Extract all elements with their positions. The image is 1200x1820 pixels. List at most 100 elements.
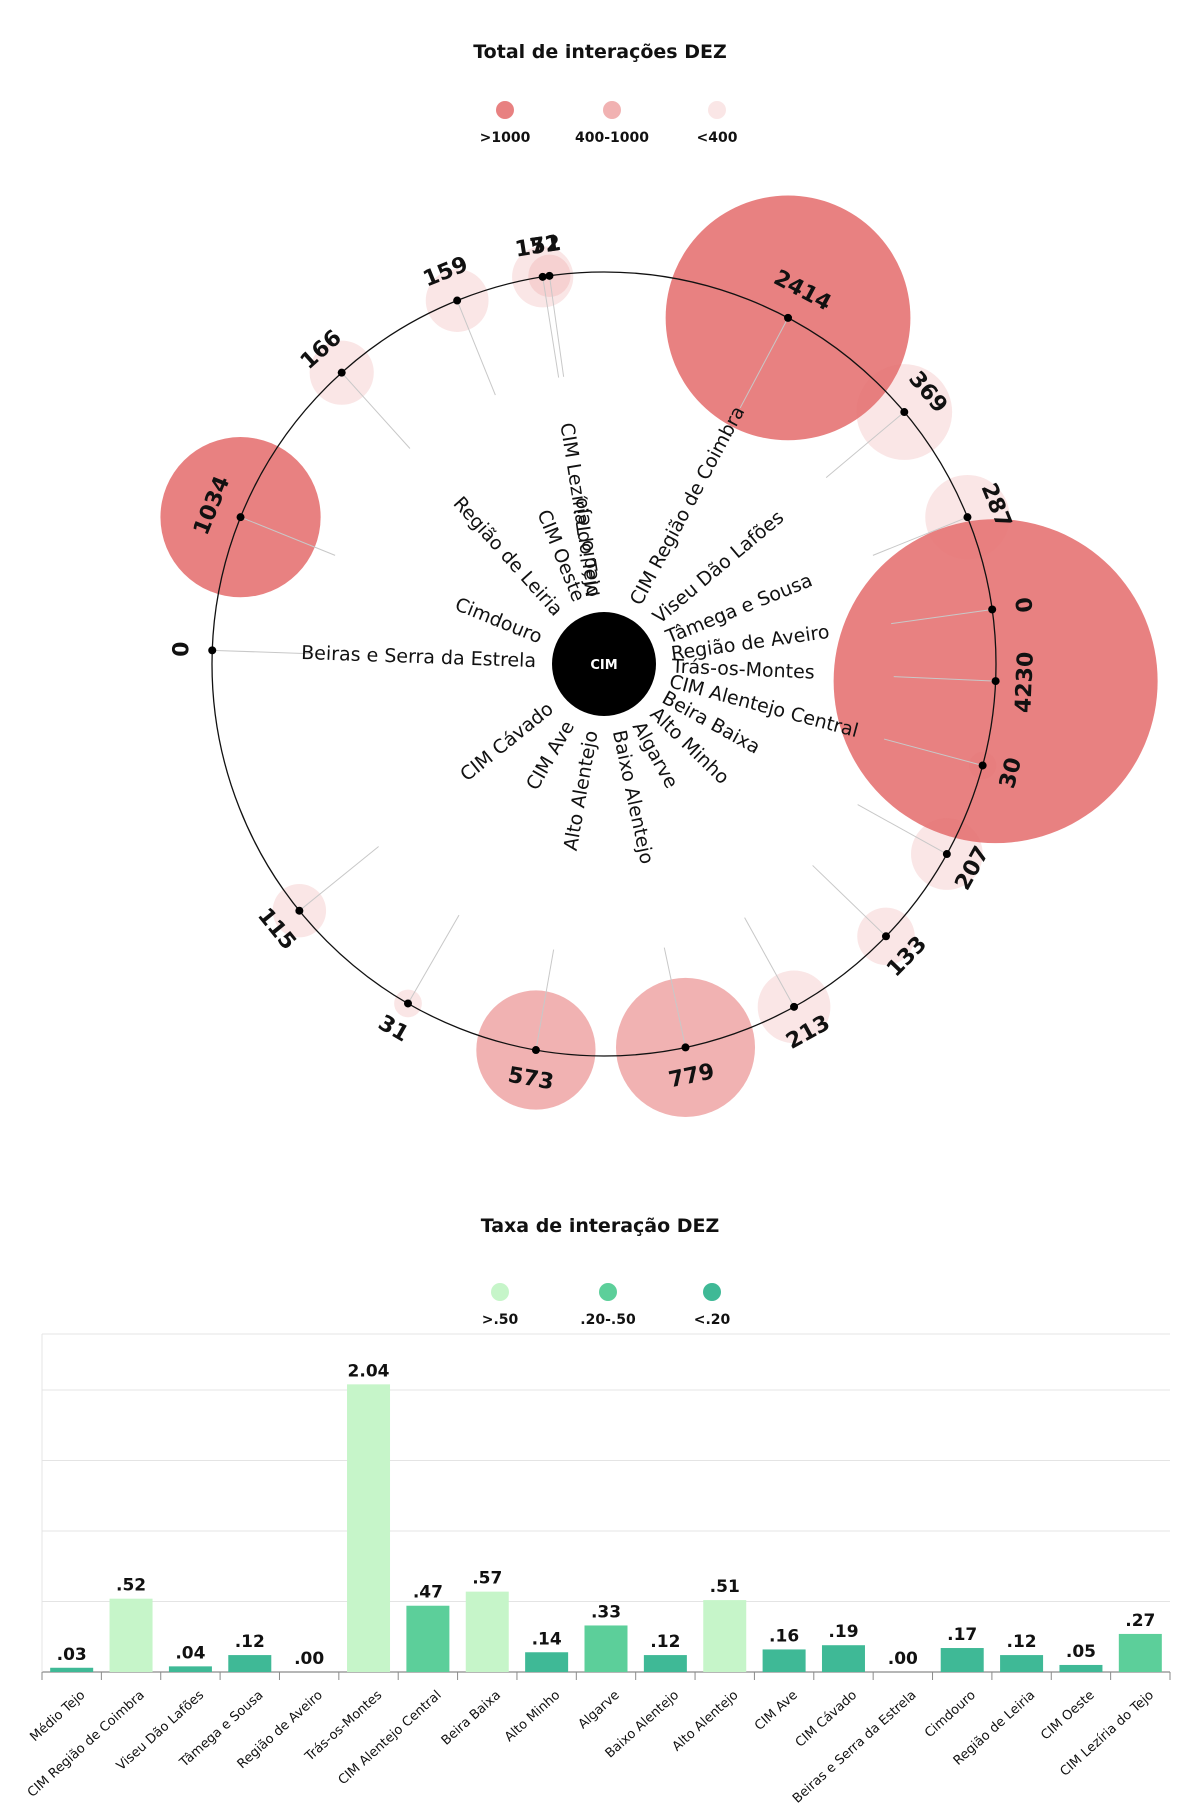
bar (109, 1598, 153, 1672)
leader-line (212, 649, 315, 655)
bar-value-label: 2.04 (348, 1361, 390, 1381)
ring-dot (978, 761, 987, 770)
bar-category-label: Cimdouro (922, 1688, 979, 1741)
leader-line (542, 276, 560, 378)
bar-value-label: .00 (888, 1649, 918, 1669)
bar-category-label: CIM Região de Coimbra (25, 1688, 148, 1801)
bar (643, 1655, 687, 1672)
bar-value-label: .12 (1007, 1632, 1037, 1652)
bar-value-label: .19 (828, 1622, 858, 1642)
ring-dot (236, 513, 245, 522)
ring-dot (881, 932, 890, 941)
region-label: Cimdouro (452, 593, 545, 648)
leader-line (407, 914, 460, 1004)
ring-dot (404, 999, 412, 1008)
radial-chart-title: Total de interações DEZ (473, 41, 726, 63)
legend-label: >1000 (480, 130, 531, 146)
radial-legend: >1000 400-1000 <400 (480, 101, 738, 146)
legend-swatch (708, 101, 726, 119)
bar (465, 1591, 509, 1672)
leader-line (857, 804, 948, 855)
bar-value-label: .00 (294, 1649, 324, 1669)
leader-lines (212, 275, 996, 1051)
bar-category-label: Beiras e Serra da Estrela (790, 1688, 920, 1807)
leader-line (663, 947, 686, 1048)
leader-line (883, 738, 983, 766)
ring-dot (208, 646, 217, 655)
legend-label: <.20 (694, 1312, 731, 1328)
ring-dot (681, 1043, 690, 1052)
bar (1000, 1655, 1044, 1672)
ring-dot (942, 850, 951, 859)
ring-dot (531, 1046, 540, 1055)
legend-label: <400 (697, 130, 738, 146)
bar (1118, 1633, 1162, 1672)
bar-category-label: CIM Oeste (1038, 1688, 1097, 1744)
region-label: Beiras e Serra da Estrela (301, 642, 537, 672)
bar (940, 1648, 984, 1672)
bar (406, 1605, 450, 1672)
radial-bubble-chart: Total de interações DEZ >1000 400-1000 <40… (160, 41, 1158, 1117)
legend-label: .20-.50 (580, 1312, 636, 1328)
ring-dot (790, 1002, 799, 1011)
leader-line (872, 516, 968, 556)
legend-swatch (599, 1283, 617, 1301)
leader-line (240, 516, 336, 556)
bar (821, 1645, 865, 1672)
leader-line (535, 949, 555, 1051)
leader-line (812, 865, 887, 937)
bar-value-label: .27 (1125, 1611, 1155, 1631)
bar (703, 1600, 747, 1672)
legend-swatch (703, 1283, 721, 1301)
bar-value-label: .05 (1066, 1642, 1096, 1662)
bar (168, 1666, 212, 1672)
bar (228, 1655, 272, 1672)
legend-label: 400-1000 (575, 130, 649, 146)
legend-swatch (491, 1283, 509, 1301)
bar-category-label: Médio Tejo (27, 1688, 88, 1745)
center-hub (552, 612, 656, 716)
bar-value-label: .33 (591, 1602, 621, 1622)
ring-dot (991, 677, 1000, 686)
bar (525, 1652, 569, 1672)
bar-value-label: .17 (947, 1625, 977, 1645)
ring-dot (900, 408, 909, 417)
legend-label: >.50 (482, 1312, 519, 1328)
leader-line (299, 846, 379, 912)
bar-category-label: CIM Ave (752, 1688, 801, 1734)
ring-dot (784, 313, 793, 322)
bar-category-label: Alto Minho (502, 1688, 563, 1745)
bar-legend: >.50 .20-.50 <.20 (482, 1283, 731, 1328)
bar-category-label: Beira Baixa (439, 1688, 504, 1749)
legend-swatch (496, 101, 514, 119)
ring-dots (208, 271, 1000, 1055)
bar (1059, 1664, 1103, 1672)
bar-value-label: .03 (57, 1645, 87, 1665)
bar-value-label: .04 (175, 1643, 205, 1663)
ring-dot (453, 296, 462, 305)
legend-swatch (603, 101, 621, 119)
value-label: 0 (169, 641, 195, 657)
leader-line (825, 411, 905, 478)
bar (347, 1384, 391, 1672)
bar (584, 1625, 628, 1672)
bar (762, 1649, 806, 1672)
bar-category-label: CIM Alentejo Central (336, 1688, 445, 1788)
leader-line (739, 317, 789, 409)
bar-chart: Taxa de interação DEZ >.50 .20-.50 <.20 .0… (25, 1215, 1171, 1807)
bar-value-label: .51 (710, 1577, 740, 1597)
bar-series (41, 1384, 1171, 1680)
bar (50, 1667, 94, 1672)
bar-value-label: .12 (650, 1632, 680, 1652)
ring-dot (963, 513, 972, 522)
ring-dot (545, 271, 554, 280)
bar-value-label: .16 (769, 1626, 799, 1646)
ring-dot (538, 272, 547, 281)
ring-dot (337, 368, 346, 377)
bar-value-labels: .03 .52 .04 .12 .00 2.04 .47 .57 .14 .33 .12 .51 .16… (57, 1361, 1156, 1669)
bar-value-label: .12 (235, 1632, 265, 1652)
leader-line (456, 300, 496, 396)
bar-category-label: Algarve (576, 1688, 623, 1732)
